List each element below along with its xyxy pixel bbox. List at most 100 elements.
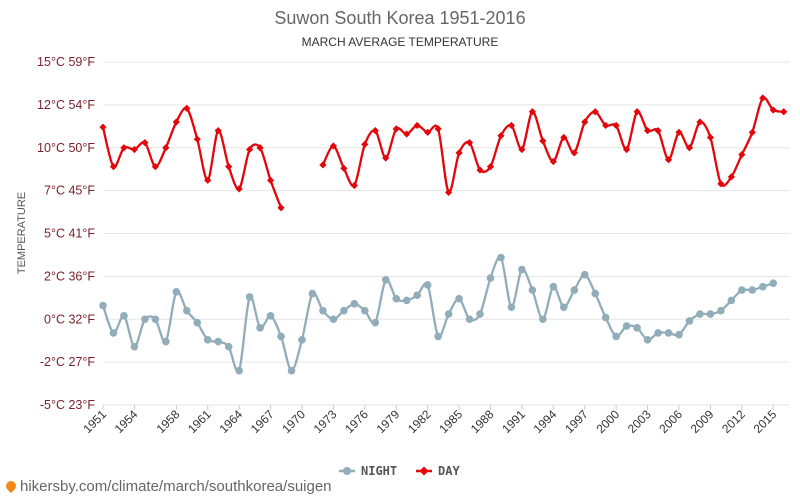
data-point-day[interactable] <box>528 108 536 116</box>
data-point-night[interactable] <box>769 279 778 288</box>
data-point-day[interactable] <box>141 139 149 147</box>
data-point-night[interactable] <box>162 337 170 346</box>
data-point-night[interactable] <box>696 310 704 318</box>
data-point-night[interactable] <box>476 310 484 318</box>
data-point-night[interactable] <box>371 318 380 327</box>
data-point-day[interactable] <box>172 118 180 126</box>
data-point-day[interactable] <box>371 127 379 135</box>
data-point-night[interactable] <box>193 318 202 327</box>
data-point-night[interactable] <box>402 296 411 305</box>
data-point-day[interactable] <box>507 121 516 130</box>
data-point-night[interactable] <box>141 315 149 324</box>
data-point-day[interactable] <box>748 128 756 136</box>
data-point-day[interactable] <box>130 145 139 154</box>
data-point-day[interactable] <box>214 127 222 135</box>
data-point-night[interactable] <box>570 286 579 294</box>
data-point-day[interactable] <box>570 149 578 157</box>
data-point-day[interactable] <box>151 163 159 171</box>
data-point-day[interactable] <box>319 161 327 169</box>
data-point-day[interactable] <box>277 204 285 212</box>
data-point-night[interactable] <box>109 329 118 337</box>
data-point-night[interactable] <box>182 306 191 315</box>
data-point-day[interactable] <box>675 128 683 136</box>
data-point-night[interactable] <box>444 310 453 318</box>
data-point-night[interactable] <box>717 306 725 315</box>
data-point-day[interactable] <box>549 157 557 166</box>
data-point-day[interactable] <box>465 139 474 147</box>
data-point-night[interactable] <box>203 336 212 344</box>
data-point-night[interactable] <box>507 303 516 312</box>
data-point-night[interactable] <box>214 337 222 346</box>
data-point-day[interactable] <box>455 149 463 157</box>
data-point-day[interactable] <box>769 106 777 114</box>
data-point-day[interactable] <box>225 163 233 171</box>
data-point-day[interactable] <box>706 133 715 142</box>
data-point-night[interactable] <box>622 322 631 330</box>
data-point-night[interactable] <box>539 315 547 324</box>
data-point-night[interactable] <box>455 294 463 303</box>
data-point-day[interactable] <box>434 125 442 133</box>
data-point-day[interactable] <box>696 118 704 126</box>
data-point-night[interactable] <box>654 329 662 337</box>
data-point-night[interactable] <box>329 315 338 324</box>
data-point-night[interactable] <box>340 306 348 315</box>
data-point-day[interactable] <box>539 137 547 145</box>
data-point-night[interactable] <box>235 366 243 375</box>
data-point-night[interactable] <box>664 329 673 337</box>
data-point-night[interactable] <box>518 265 526 274</box>
source-footer[interactable]: hikersby.com/climate/march/southkorea/su… <box>3 478 332 495</box>
data-point-night[interactable] <box>738 286 746 294</box>
data-point-night[interactable] <box>601 313 610 322</box>
data-point-night[interactable] <box>748 286 757 294</box>
data-point-night[interactable] <box>758 282 767 291</box>
data-point-night[interactable] <box>633 324 641 332</box>
data-point-night[interactable] <box>266 312 275 320</box>
legend-item-night[interactable]: NIGHT <box>339 464 397 478</box>
data-point-day[interactable] <box>612 121 620 130</box>
data-point-day[interactable] <box>643 127 652 135</box>
data-point-night[interactable] <box>497 253 505 262</box>
data-point-night[interactable] <box>99 301 107 310</box>
data-point-night[interactable] <box>528 286 537 294</box>
data-point-day[interactable] <box>727 173 735 181</box>
data-point-day[interactable] <box>518 145 526 154</box>
data-point-night[interactable] <box>256 324 264 332</box>
data-point-day[interactable] <box>780 108 788 116</box>
data-point-day[interactable] <box>235 185 243 193</box>
legend[interactable]: NIGHT DAY <box>339 464 460 478</box>
data-point-night[interactable] <box>224 342 233 351</box>
data-point-day[interactable] <box>664 156 673 164</box>
data-point-day[interactable] <box>361 140 369 148</box>
data-point-night[interactable] <box>277 332 285 341</box>
data-point-night[interactable] <box>287 366 296 375</box>
data-point-day[interactable] <box>424 128 432 136</box>
data-point-day[interactable] <box>329 142 337 150</box>
data-point-day[interactable] <box>759 94 767 102</box>
data-point-day[interactable] <box>633 108 641 116</box>
data-point-day[interactable] <box>413 121 421 130</box>
data-point-night[interactable] <box>559 303 568 312</box>
data-point-night[interactable] <box>413 291 421 300</box>
data-point-day[interactable] <box>581 118 589 126</box>
data-point-day[interactable] <box>193 135 201 143</box>
data-point-day[interactable] <box>476 166 484 174</box>
data-point-night[interactable] <box>361 306 369 315</box>
data-point-day[interactable] <box>602 121 610 130</box>
data-point-day[interactable] <box>738 151 746 159</box>
data-point-night[interactable] <box>727 296 736 305</box>
data-point-night[interactable] <box>591 289 600 298</box>
data-point-night[interactable] <box>706 310 715 318</box>
data-point-day[interactable] <box>654 127 662 135</box>
data-point-night[interactable] <box>486 274 495 282</box>
data-point-day[interactable] <box>204 176 212 184</box>
data-point-day[interactable] <box>685 144 694 152</box>
data-point-night[interactable] <box>298 336 306 344</box>
data-point-night[interactable] <box>172 288 181 296</box>
data-point-day[interactable] <box>183 104 191 112</box>
data-point-night[interactable] <box>381 276 390 284</box>
data-point-night[interactable] <box>350 300 359 308</box>
data-point-day[interactable] <box>403 130 411 138</box>
legend-item-day[interactable]: DAY <box>416 464 460 478</box>
data-point-day[interactable] <box>623 145 631 154</box>
data-point-day[interactable] <box>444 188 453 196</box>
